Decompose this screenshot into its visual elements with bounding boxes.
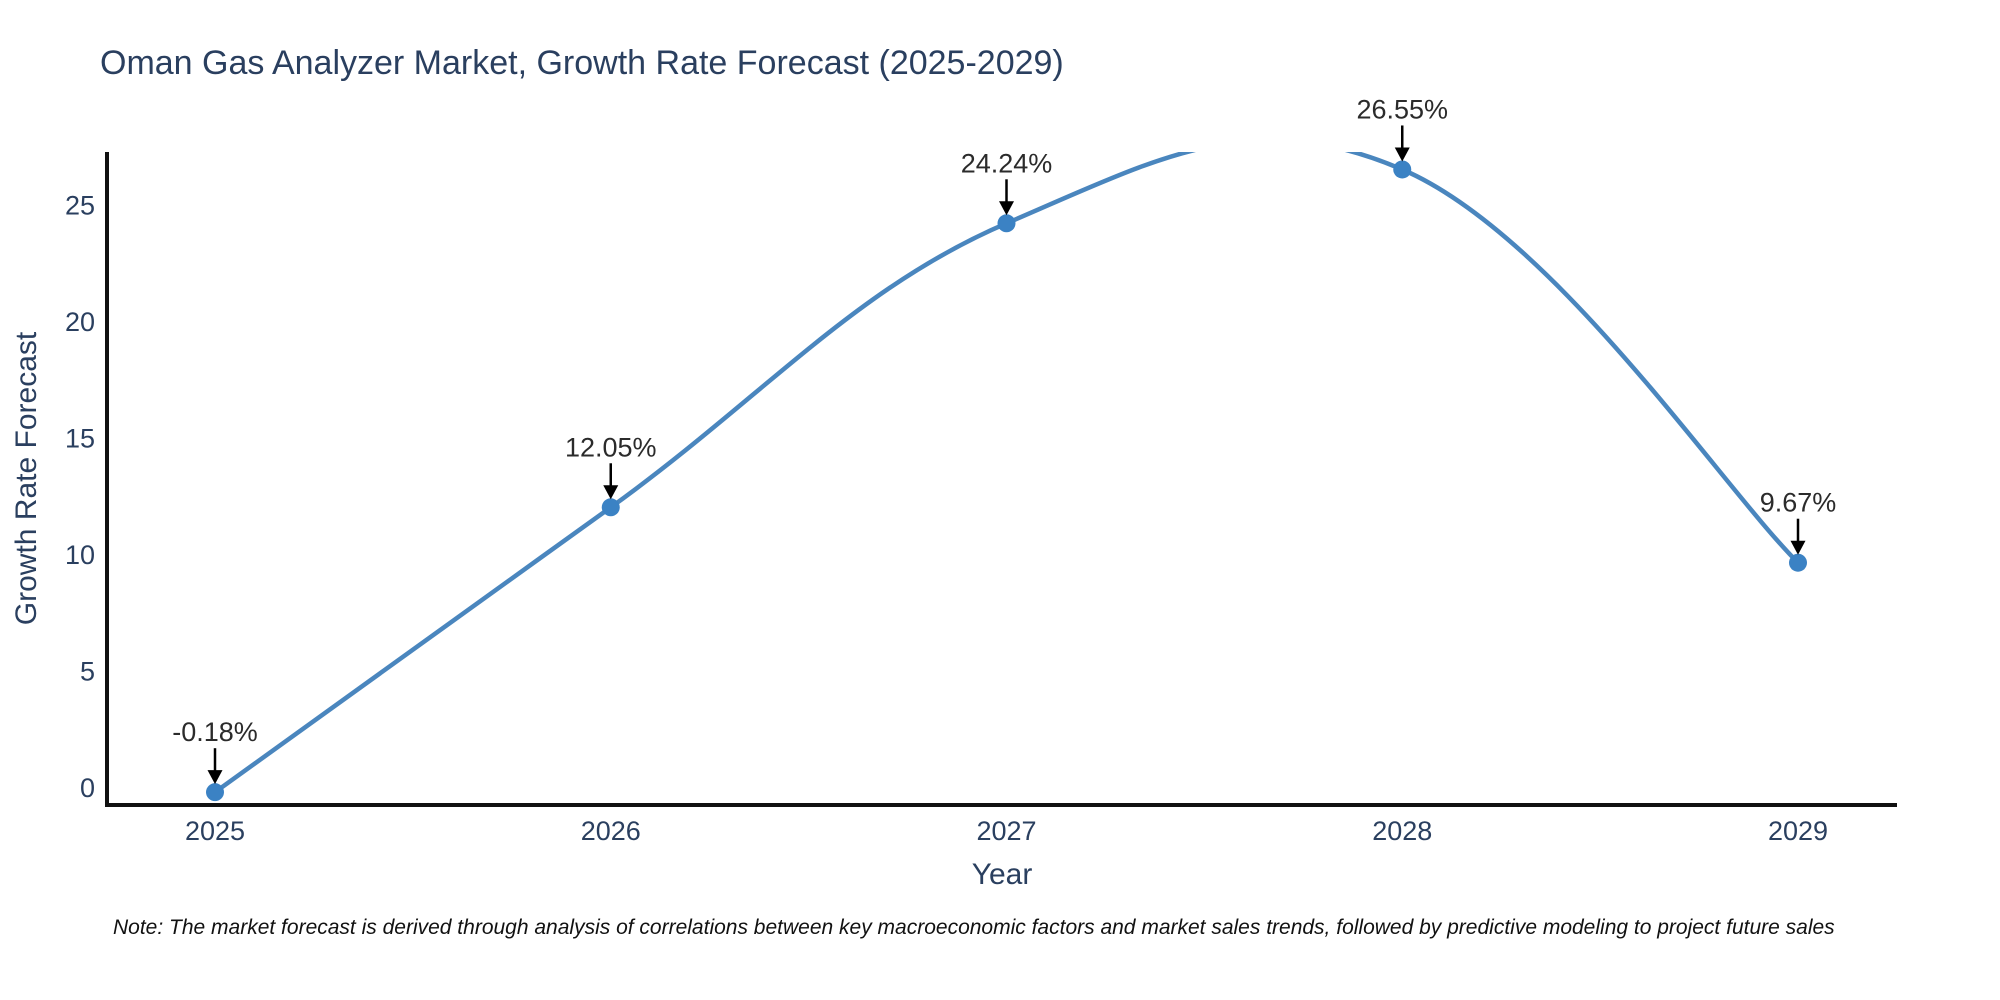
y-tick-label: 15 bbox=[65, 424, 95, 454]
annotation-arrowhead bbox=[1790, 540, 1806, 555]
annotation-arrowhead bbox=[603, 485, 619, 500]
y-tick-label: 10 bbox=[65, 540, 95, 570]
annotation-arrowhead bbox=[999, 201, 1014, 216]
data-point-2025[interactable] bbox=[206, 783, 224, 802]
annotation-label: 9.67% bbox=[1760, 488, 1837, 518]
x-tick-label: 2027 bbox=[976, 816, 1036, 846]
x-tick-label: 2028 bbox=[1372, 816, 1432, 846]
annotation-label: 24.24% bbox=[961, 148, 1053, 178]
annotation-label: -0.18% bbox=[172, 717, 258, 747]
y-tick-label: 5 bbox=[80, 657, 95, 687]
annotation-label: 12.05% bbox=[565, 432, 657, 462]
data-point-2027[interactable] bbox=[997, 214, 1016, 233]
y-tick-label: 25 bbox=[65, 191, 95, 221]
footnote: Note: The market forecast is derived thr… bbox=[113, 916, 1835, 939]
data-point-2029[interactable] bbox=[1789, 553, 1807, 572]
data-point-2028[interactable] bbox=[1393, 160, 1412, 179]
annotation-label: 26.55% bbox=[1356, 94, 1448, 124]
x-tick-label: 2025 bbox=[185, 816, 245, 846]
forecast-spline bbox=[213, 152, 1800, 795]
y-tick-label: 0 bbox=[80, 773, 95, 803]
annotation-arrowhead bbox=[1394, 147, 1410, 162]
x-axis-title: Year bbox=[972, 858, 1033, 891]
chart-title: Oman Gas Analyzer Market, Growth Rate Fo… bbox=[100, 44, 1064, 82]
x-tick-label: 2029 bbox=[1768, 816, 1828, 846]
y-axis-title: Growth Rate Forecast bbox=[10, 331, 43, 625]
data-point-2026[interactable] bbox=[601, 498, 620, 517]
annotation-arrowhead bbox=[207, 770, 223, 785]
y-tick-label: 20 bbox=[65, 307, 95, 337]
x-tick-label: 2026 bbox=[581, 816, 641, 846]
